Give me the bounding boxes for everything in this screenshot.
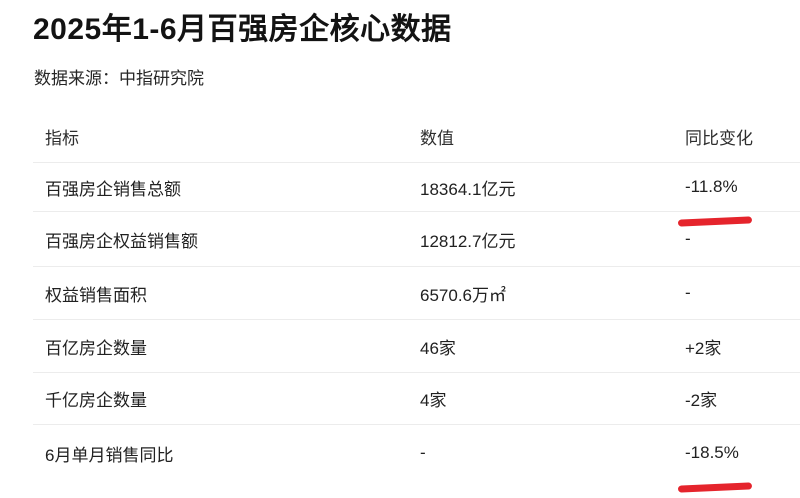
indicator-cell: 百强房企销售总额 [45, 179, 181, 199]
indicator-cell: 6月单月销售同比 [45, 445, 174, 465]
yoy-cell: - [685, 283, 800, 303]
indicator-cell: 百亿房企数量 [45, 338, 147, 358]
table-row: 百强房企权益销售额 12812.7亿元 - [33, 212, 800, 267]
indicator-cell: 百强房企权益销售额 [45, 231, 198, 251]
indicator-cell: 千亿房企数量 [45, 391, 147, 410]
yoy-cell: +2家 [685, 334, 800, 359]
table-header-row: 指标 数值 同比变化 [33, 110, 800, 163]
yoy-value: -11.8% [685, 177, 738, 196]
indicator-cell: 权益销售面积 [45, 285, 147, 305]
yoy-cell: -2家 [685, 386, 800, 411]
table-row: 权益销售面积 6570.6万㎡ - [33, 267, 800, 320]
value-cell: 46家 [420, 338, 456, 358]
value-cell: 6570.6万㎡ [420, 285, 506, 305]
red-underline-annotation [677, 482, 753, 493]
data-source-caption: 数据来源：中指研究院 [34, 69, 204, 88]
page-title: 2025年1-6月百强房企核心数据 [33, 13, 452, 46]
value-cell: - [420, 443, 426, 462]
yoy-cell: - [685, 229, 800, 249]
table-row: 百亿房企数量 46家 +2家 [33, 320, 800, 373]
yoy-value: +2家 [685, 338, 722, 358]
value-cell: 18364.1亿元 [420, 179, 516, 199]
yoy-cell: -11.8% [677, 177, 800, 227]
table-row: 千亿房企数量 4家 -2家 [33, 373, 800, 425]
table-row: 6月单月销售同比 - -18.5% [33, 425, 800, 493]
column-header-yoy: 同比变化 [685, 128, 753, 148]
column-header-value: 数值 [420, 128, 454, 148]
value-cell: 4家 [420, 391, 447, 410]
yoy-value: -2家 [685, 391, 718, 410]
core-data-table: 指标 数值 同比变化 百强房企销售总额 18364.1亿元 -11.8% 百强房… [33, 110, 800, 493]
yoy-value: - [685, 283, 691, 302]
column-header-indicator: 指标 [45, 128, 79, 148]
yoy-value: - [685, 229, 691, 248]
yoy-value: -18.5% [685, 443, 739, 462]
value-cell: 12812.7亿元 [420, 231, 516, 251]
yoy-cell: -18.5% [677, 443, 800, 493]
table-row: 百强房企销售总额 18364.1亿元 -11.8% [33, 163, 800, 227]
